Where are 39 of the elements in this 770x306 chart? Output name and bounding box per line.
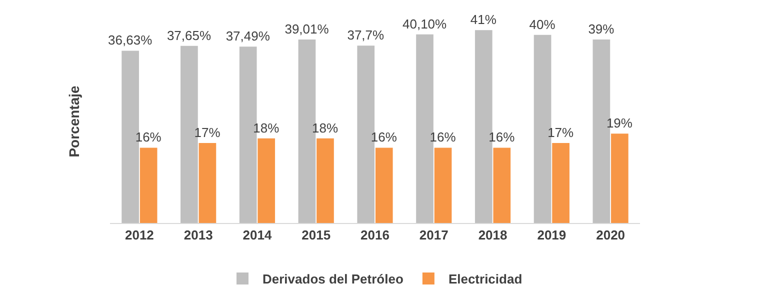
- bar: [552, 143, 570, 223]
- x-tick-label: 2020: [596, 228, 626, 243]
- data-label: 39%: [588, 22, 615, 37]
- x-tick-label: 2014: [242, 228, 272, 243]
- data-label: 36,63%: [108, 32, 153, 48]
- data-label: 16%: [370, 130, 398, 145]
- data-label: 16%: [430, 130, 456, 145]
- legend-label: Electricidad: [448, 272, 522, 287]
- data-label: 39,01%: [284, 22, 330, 37]
- data-label: 17%: [194, 125, 221, 140]
- data-label: 17%: [548, 125, 574, 140]
- bar: [258, 138, 276, 223]
- bar: [198, 143, 216, 223]
- data-label: 37,49%: [226, 28, 270, 44]
- x-tick-label: 2019: [537, 228, 566, 243]
- y-axis-title: Porcentaje: [66, 85, 82, 158]
- data-label: 16%: [135, 130, 162, 145]
- data-label: 18%: [253, 120, 280, 136]
- data-label: 16%: [488, 130, 516, 145]
- bar: [316, 138, 334, 223]
- x-tick-label: 2013: [184, 228, 213, 243]
- data-label: 40%: [529, 16, 556, 32]
- data-label: 41%: [470, 12, 497, 28]
- data-label: 40,10%: [402, 16, 448, 32]
- x-tick-label: 2015: [302, 228, 331, 243]
- data-label: 19%: [606, 116, 633, 131]
- x-tick-label: 2012: [124, 228, 154, 243]
- bar: [434, 148, 452, 223]
- bar: [611, 134, 628, 223]
- x-tick-label: 2016: [360, 228, 390, 243]
- bar: [140, 148, 158, 223]
- bar: [375, 148, 393, 223]
- legend-label: Derivados del Petróleo: [262, 272, 404, 287]
- x-tick-label: 2017: [419, 228, 448, 243]
- data-label: 37,65%: [166, 28, 212, 43]
- data-label: 37,7%: [347, 28, 385, 43]
- bar: [493, 148, 511, 223]
- x-tick-label: 2018: [478, 228, 508, 243]
- data-label: 18%: [312, 120, 338, 136]
